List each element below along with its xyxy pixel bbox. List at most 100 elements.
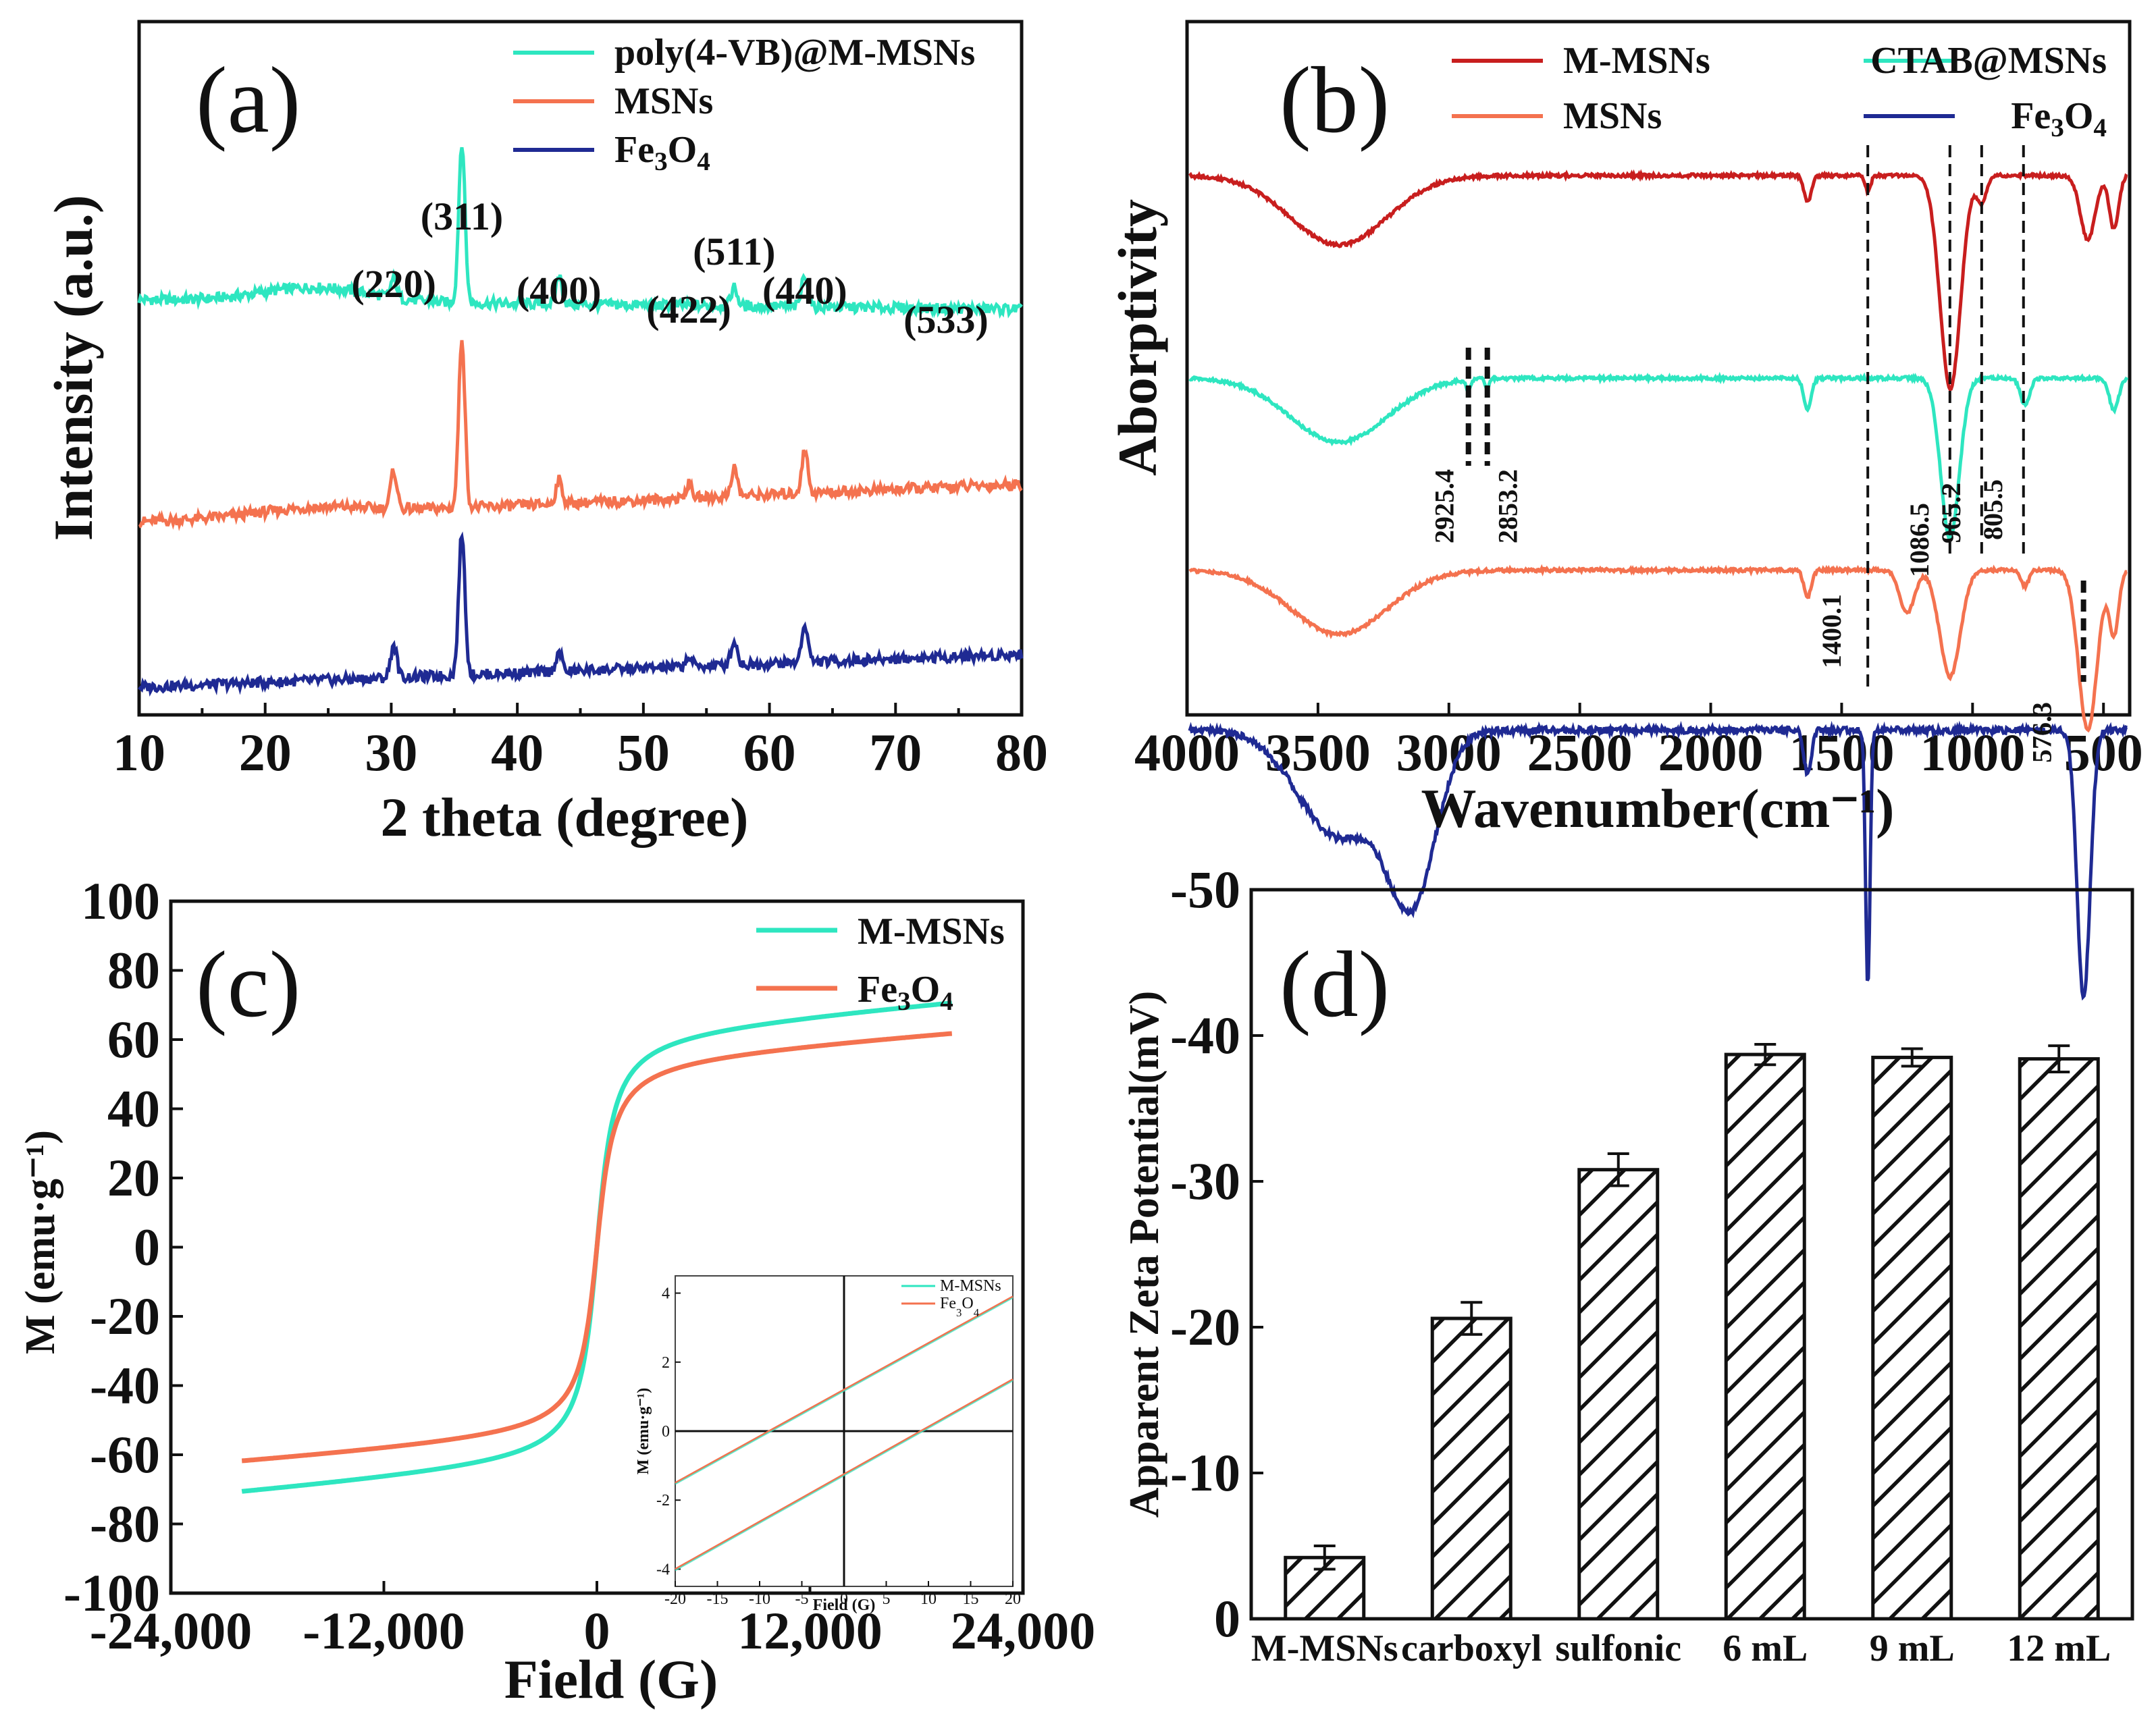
panel-a-xtick-label: 50: [617, 723, 670, 782]
panel-a-tag: (a): [196, 48, 300, 153]
panel-d-category-label: sulfonic: [1555, 1628, 1681, 1669]
inset-loop-line-teal: [675, 1380, 1014, 1572]
panel-a-legend-label: poly(4-VB)@M-MSNs: [614, 32, 975, 74]
inset-loop-line-teal: [675, 1297, 1014, 1485]
panel-d-category-label: carboxyl: [1401, 1628, 1542, 1669]
panel-d-ytick-label: -40: [1170, 1006, 1240, 1065]
panel-c-magnetization: (c) -24,000 -12,000 0 12,000 24,000-100-80-6…: [18, 872, 1095, 1710]
panel-d-ytick-label: 0: [1214, 1589, 1240, 1648]
inset-legend-label: M-MSNs: [940, 1277, 1001, 1295]
inset-xtick-label: -10: [749, 1590, 770, 1608]
panel-b-annotation-label: 805.5: [1978, 479, 2008, 540]
panel-a-xtick-label: 10: [113, 723, 165, 782]
panel-b-series-0: [1188, 169, 2128, 392]
panel-a-xlabel: 2 theta (degree): [381, 786, 749, 848]
inset-ylabel: M (emu·g⁻¹): [635, 1388, 652, 1475]
panel-d-category-label: 12 mL: [2007, 1628, 2111, 1669]
panel-d-zeta: (d) 0 -10 -20 -30 -40 -50 M-MSNs carboxyl sulfo…: [1122, 860, 2134, 1669]
inset-xtick-label: -15: [707, 1590, 729, 1608]
panel-b-series-2: [1188, 564, 2128, 733]
panel-a-xtick-label: 30: [365, 723, 417, 782]
panel-a-xtick-label: 40: [491, 723, 544, 782]
inset-xtick-label: -5: [795, 1590, 809, 1608]
panel-c-series-1: [241, 1031, 953, 1464]
inset-xtick-label: -20: [664, 1590, 686, 1608]
panel-b-annotation-label: 965.2: [1936, 483, 1966, 543]
panel-a-legend-label: Fe3O4: [614, 129, 710, 176]
panel-d-ytick-label: -20: [1170, 1297, 1240, 1356]
panel-b-tag: (b): [1280, 48, 1390, 153]
panel-a-series-2: [138, 531, 1024, 697]
panel-a-peak-label: (220): [351, 262, 436, 306]
inset-xtick-label: 5: [883, 1590, 891, 1608]
panel-d-bar: [1724, 1052, 1806, 1621]
panel-a-legend-label: MSNs: [614, 80, 713, 122]
panel-a-series-1: [138, 340, 1023, 531]
panel-a-peak-label: (400): [517, 269, 602, 313]
inset-ytick-label: -4: [656, 1561, 670, 1578]
panel-d-ytick-label: -10: [1170, 1443, 1240, 1502]
panel-d-category-label: 6 mL: [1723, 1628, 1808, 1669]
panel-c-ytick-label: 60: [107, 1010, 160, 1069]
panel-b-frame: [1185, 20, 2132, 717]
inset-xlabel: Field (G): [813, 1597, 876, 1614]
panel-a-xtick-label: 20: [239, 723, 292, 782]
panel-b-series-1: [1188, 371, 2129, 541]
panel-b-legend-label: Fe3O4: [2011, 95, 2107, 142]
panel-d-category-label: M-MSNs: [1251, 1628, 1398, 1669]
panel-c-xtick-label: 24,000: [951, 1601, 1096, 1660]
panel-c-ytick-label: 40: [107, 1079, 160, 1138]
panel-d-bar: [1577, 1168, 1660, 1621]
panel-b-legend-label: MSNs: [1563, 95, 1662, 137]
panel-b-annotation-label: 1400.1: [1816, 594, 1847, 668]
panel-a-peak-label: (511): [693, 230, 775, 273]
panel-c-ytick-label: -60: [90, 1425, 160, 1484]
panel-c-xtick-label: 0: [584, 1601, 610, 1660]
inset-ytick-label: -2: [656, 1492, 670, 1509]
panel-c-ytick-label: -100: [63, 1563, 160, 1622]
panel-d-bar: [1871, 1055, 1953, 1621]
panel-c-ytick-label: 100: [81, 872, 160, 930]
panel-b-legend-label: CTAB@MSNs: [1870, 40, 2107, 82]
panel-c-ytick-label: -40: [90, 1356, 160, 1415]
panel-c-legend-label: M-MSNs: [858, 911, 1005, 953]
panel-d-ytick-label: -30: [1170, 1152, 1240, 1210]
inset-legend-label: Fe3O4: [940, 1295, 980, 1319]
panel-b-legend-label: M-MSNs: [1563, 40, 1710, 82]
panel-c-ytick-label: -20: [90, 1287, 160, 1345]
panel-a-series-0: [137, 146, 1023, 319]
panel-b-ftir: (b) 4000 3500 3000 2500 2000 1500 1000 500 2925…: [1107, 20, 2143, 1001]
panel-a-ylabel: Intensity (a.u.): [43, 195, 104, 541]
panel-a-peak-label: (311): [421, 194, 503, 238]
panel-c-xtick-label: 12,000: [737, 1601, 883, 1660]
inset-xtick-label: 0: [840, 1590, 848, 1608]
inset-xtick-label: 15: [963, 1590, 979, 1608]
panel-d-tag: (d): [1280, 932, 1390, 1037]
panel-c-tag: (c): [196, 932, 300, 1037]
panel-a-peak-label: (440): [762, 269, 847, 313]
inset-loop-line-orange: [675, 1378, 1014, 1570]
panel-c-xtick-label: -24,000: [90, 1601, 252, 1660]
panel-b-annotation-label: 2925.4: [1429, 469, 1460, 543]
panel-c-ytick-label: 20: [107, 1148, 160, 1207]
panel-b-annotation-label: 1086.5: [1904, 503, 1935, 577]
panel-c-ytick-label: -80: [90, 1495, 160, 1553]
panel-d-ylabel: Apparent Zeta Potential(mV): [1122, 991, 1167, 1518]
inset-ytick-label: 0: [662, 1423, 670, 1441]
panel-d-ytick-label: -50: [1170, 860, 1240, 919]
panel-b-series-3: [1188, 720, 2128, 1001]
panel-a-xtick-label: 70: [869, 723, 922, 782]
panel-c-ylabel: M (emu·g⁻¹): [18, 1130, 63, 1354]
panel-d-category-label: 9 mL: [1870, 1628, 1955, 1669]
panel-d-bar: [1430, 1316, 1513, 1621]
inset-ytick-label: 2: [662, 1354, 670, 1372]
panel-a-xtick-label: 60: [743, 723, 796, 782]
panel-b-xlabel: Wavenumber(cm⁻¹): [1421, 778, 1895, 839]
panel-d-bar: [2018, 1057, 2100, 1621]
panel-a-xtick-label: 80: [995, 723, 1048, 782]
panel-a-xrd: (a) 10 20 30 40 50 60 70 80 (220) (311) (400) (422…: [43, 20, 1048, 848]
panel-c-ytick-label: 80: [107, 941, 160, 1000]
panel-c-ytick-label: 0: [134, 1218, 160, 1277]
